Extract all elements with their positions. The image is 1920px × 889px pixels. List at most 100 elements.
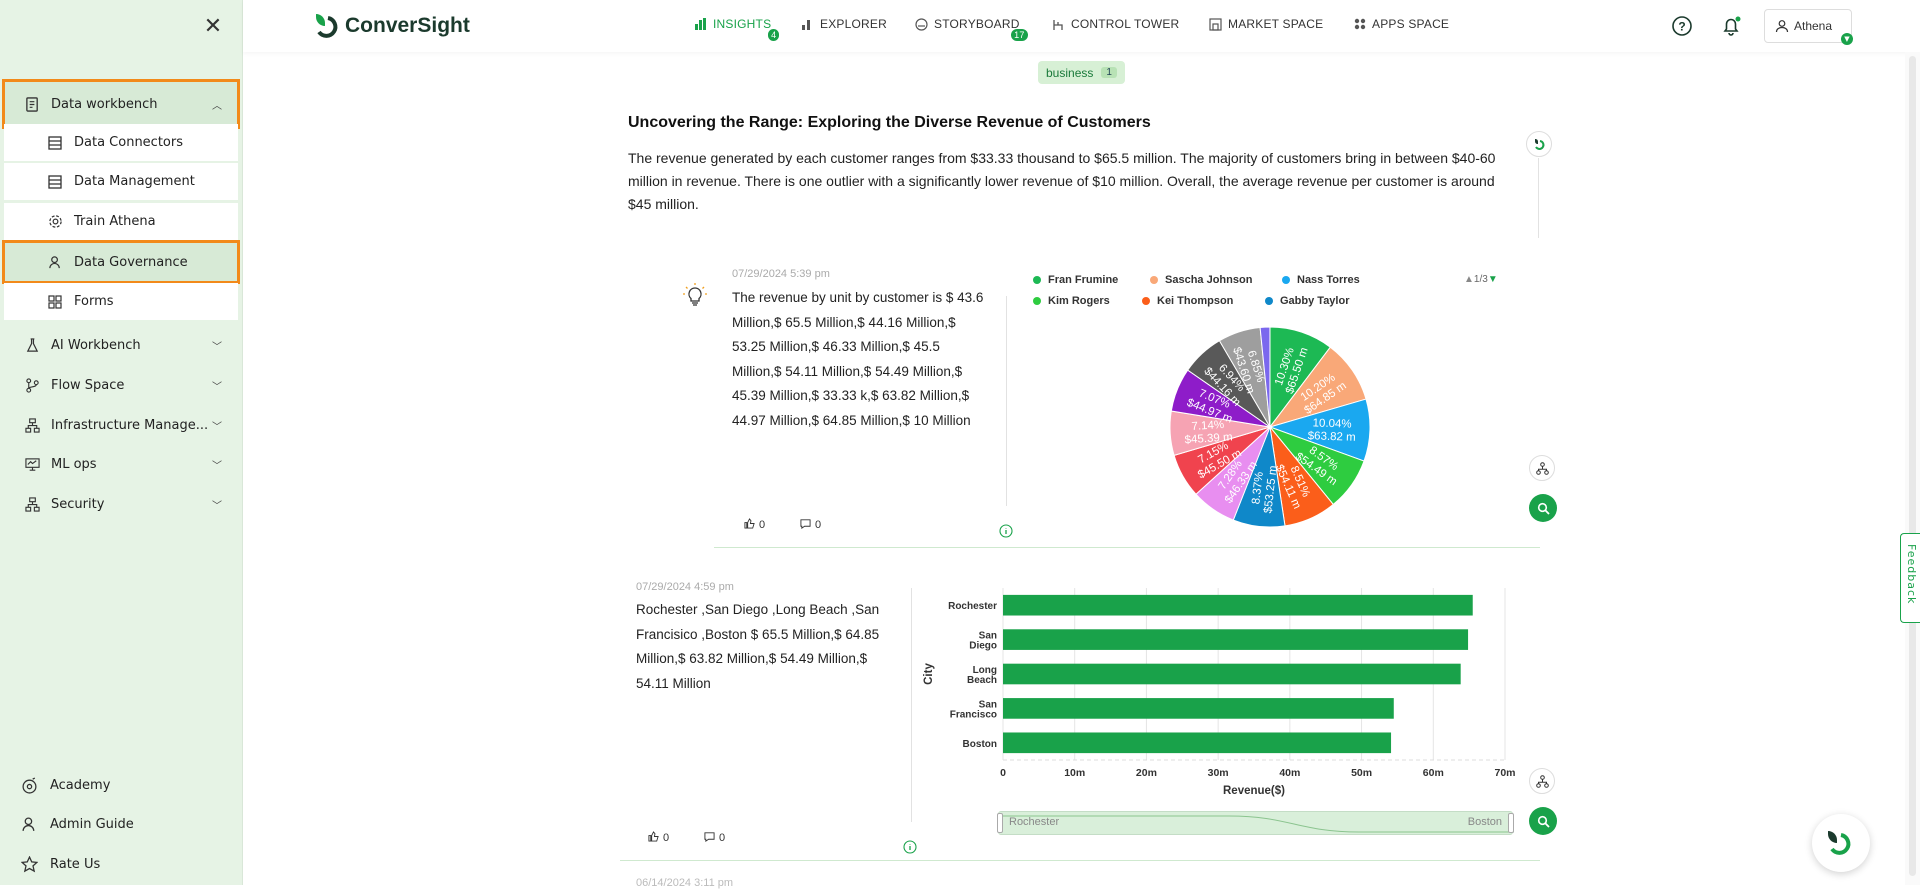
card1-comment-button[interactable]: 0	[800, 518, 821, 532]
legend-item[interactable]: Kei Thompson	[1142, 295, 1233, 307]
guide-icon	[20, 815, 38, 833]
sidebar-subitem-data-management[interactable]: Data Management	[4, 163, 238, 200]
sidebar-item-infrastructure[interactable]: Infrastructure Manage... ﹀	[4, 406, 238, 444]
sidebar-subitem-data-connectors[interactable]: Data Connectors	[4, 124, 238, 161]
info-icon[interactable]	[999, 523, 1013, 542]
sidebar-item-data-workbench[interactable]: Data workbench ︿	[4, 81, 238, 127]
range-slider[interactable]: Rochester Boston	[998, 811, 1513, 835]
hierarchy-icon[interactable]	[1529, 768, 1555, 794]
range-handle-end[interactable]	[1508, 813, 1514, 833]
range-handle-start[interactable]	[997, 813, 1003, 833]
legend-pager[interactable]: ▲ 1/3 ▼	[1464, 274, 1498, 285]
nav-apps-space[interactable]: APPS SPACE	[1354, 17, 1449, 31]
card3-timestamp: 06/14/2024 3:11 pm	[636, 877, 733, 889]
connector-icon	[47, 135, 63, 151]
legend-item[interactable]: Nass Torres	[1282, 274, 1360, 286]
user-dropdown-icon[interactable]: ▼	[1841, 33, 1853, 45]
user-menu[interactable]: Athena	[1764, 9, 1852, 43]
lightbulb-icon	[682, 282, 708, 314]
nav-label: APPS SPACE	[1372, 17, 1449, 31]
assistant-chat-button[interactable]	[1812, 814, 1870, 872]
sidebar-footer-rate-us[interactable]: Rate Us	[20, 852, 100, 876]
close-icon[interactable]: ✕	[203, 17, 223, 37]
hierarchy-icon[interactable]	[1529, 455, 1555, 481]
bar[interactable]	[1003, 629, 1468, 650]
sidebar-item-label: AI Workbench	[51, 338, 210, 353]
legend-label: Kim Rogers	[1048, 295, 1110, 307]
nav-badge: 17	[1011, 29, 1027, 41]
legend-item[interactable]: Kim Rogers	[1033, 295, 1110, 307]
card1-divider	[1006, 296, 1007, 506]
nav-storyboard[interactable]: STORYBOARD 17	[915, 17, 1020, 31]
card2-comment-button[interactable]: 0	[704, 831, 725, 845]
legend-item[interactable]: Gabby Taylor	[1265, 295, 1349, 307]
x-tick-label: 70m	[1494, 767, 1515, 779]
card2-timestamp: 07/29/2024 4:59 pm	[636, 581, 734, 593]
sidebar-item-security[interactable]: Security ﹀	[4, 485, 238, 523]
card1-like-button[interactable]: 0	[744, 518, 765, 532]
chevron-up-icon: ︿	[210, 97, 224, 112]
nav-explorer[interactable]: EXPLORER	[802, 17, 887, 31]
card2-like-button[interactable]: 0	[648, 831, 669, 845]
insight-description: The revenue generated by each customer r…	[628, 147, 1508, 216]
legend-item[interactable]: Sascha Johnson	[1150, 274, 1252, 286]
page-up-icon[interactable]: ▲	[1464, 274, 1474, 285]
insight-assistant-icon[interactable]	[1526, 131, 1552, 157]
sidebar-subitem-forms[interactable]: Forms	[4, 283, 238, 320]
info-icon[interactable]	[903, 839, 917, 858]
y-tick-label: Diego	[969, 641, 997, 652]
like-count: 0	[759, 519, 765, 531]
sidebar-item-flow-space[interactable]: Flow Space ﹀	[4, 366, 238, 404]
sidebar-item-ml-ops[interactable]: ML ops ﹀	[4, 445, 238, 483]
sidebar-footer-academy[interactable]: Academy	[20, 773, 110, 797]
bar[interactable]	[1003, 732, 1391, 753]
filter-chip[interactable]: business 1	[1038, 61, 1125, 84]
x-tick-label: 50m	[1351, 767, 1372, 779]
x-tick-label: 10m	[1064, 767, 1085, 779]
storyboard-icon	[915, 18, 928, 31]
card1-text: The revenue by unit by customer is $ 43.…	[732, 286, 992, 433]
legend-item[interactable]: Fran Frumine	[1033, 274, 1118, 286]
pie-slice-value: $63.82 m	[1308, 430, 1356, 444]
comment-icon	[704, 831, 715, 845]
bar[interactable]	[1003, 595, 1473, 616]
feedback-tab[interactable]: Feedback	[1900, 533, 1920, 623]
legend-label: Gabby Taylor	[1280, 295, 1349, 307]
bar[interactable]	[1003, 664, 1461, 685]
filter-chip-label: business	[1046, 66, 1093, 80]
legend-swatch	[1142, 297, 1150, 305]
legend-swatch	[1282, 276, 1290, 284]
sidebar-item-ai-workbench[interactable]: AI Workbench ﹀	[4, 326, 238, 364]
bar-chart-icon	[802, 18, 814, 30]
nav-market-space[interactable]: MARKET SPACE	[1209, 17, 1323, 31]
range-slider-preview	[999, 812, 1514, 834]
brand-logo[interactable]: ConverSight	[312, 12, 470, 40]
pie-slice-percent: 10.04%	[1312, 417, 1351, 430]
chevron-down-icon: ﹀	[210, 418, 224, 433]
nav-label: EXPLORER	[820, 17, 887, 31]
help-icon[interactable]: ?	[1670, 14, 1694, 38]
chevron-down-icon: ﹀	[210, 338, 224, 353]
monitor-icon	[24, 456, 40, 472]
scrollbar-thumb[interactable]	[1909, 56, 1916, 876]
apps-icon	[1354, 18, 1366, 30]
footer-label: Rate Us	[50, 857, 100, 872]
notification-bell-icon[interactable]	[1719, 14, 1743, 38]
search-icon[interactable]	[1529, 494, 1557, 522]
search-icon[interactable]	[1529, 807, 1557, 835]
sidebar-subitem-train-athena[interactable]: Train Athena	[4, 203, 238, 240]
page-down-icon[interactable]: ▼	[1488, 274, 1498, 285]
timeline-line	[1538, 158, 1539, 238]
chevron-down-icon: ﹀	[210, 457, 224, 472]
bar-chart[interactable]: RochesterSanDiegoLongBeachSanFranciscoBo…	[915, 578, 1530, 808]
bar[interactable]	[1003, 698, 1394, 719]
sidebar-subitem-data-governance[interactable]: Data Governance	[4, 242, 238, 282]
nav-label: STORYBOARD	[934, 17, 1020, 31]
infrastructure-icon	[24, 417, 40, 433]
nav-control-tower[interactable]: CONTROL TOWER	[1052, 17, 1179, 31]
sidebar-item-label: ML ops	[51, 457, 210, 472]
nav-insights[interactable]: INSIGHTS 4	[695, 17, 771, 31]
nav-label: INSIGHTS	[713, 17, 771, 31]
sidebar-footer-admin-guide[interactable]: Admin Guide	[20, 812, 134, 836]
pie-chart[interactable]: 10.30%$65.50 m10.20%$64.85 m10.04%$63.82…	[1160, 322, 1380, 532]
